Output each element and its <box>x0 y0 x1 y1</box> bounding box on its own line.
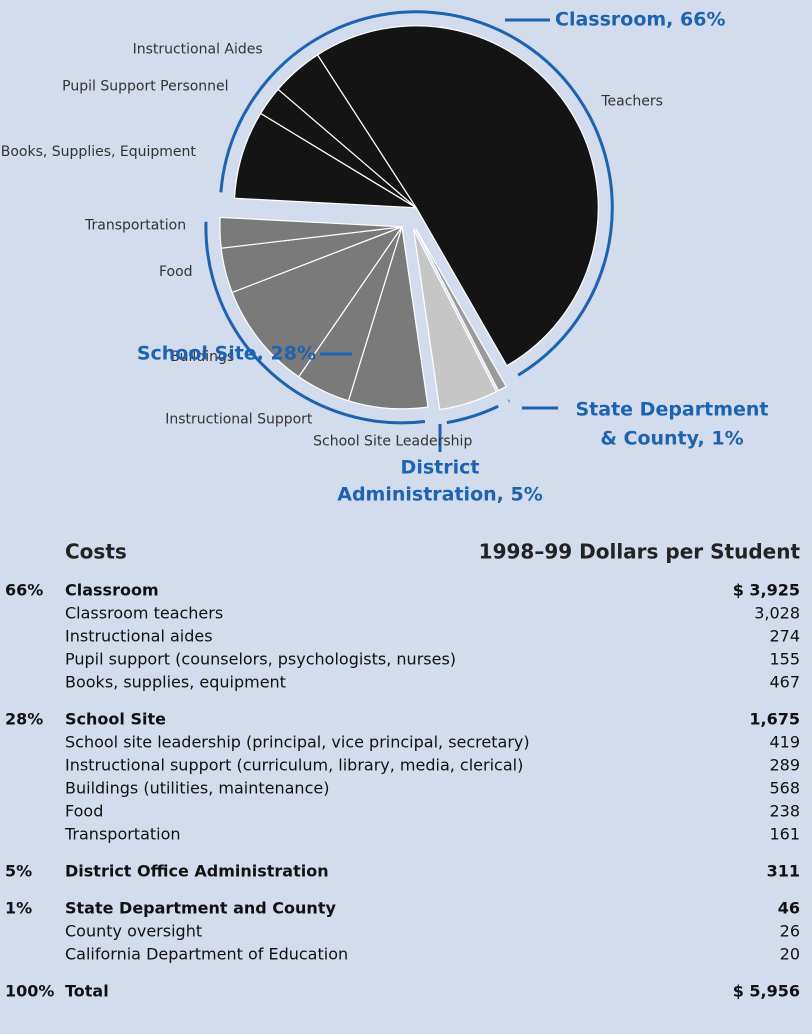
item-amount: 26 <box>780 922 800 941</box>
section-percent: 28% <box>5 710 43 729</box>
group-arc <box>204 221 426 425</box>
group-arc <box>219 10 614 377</box>
slice-label: Teachers <box>600 94 663 110</box>
item-name: Books, supplies, equipment <box>65 673 286 692</box>
pie-slice <box>219 216 402 249</box>
slice-label: Buildings <box>170 349 234 365</box>
item-amount: 274 <box>769 627 800 646</box>
item-name: Transportation <box>64 825 181 844</box>
group-label: & County, 1% <box>600 428 743 450</box>
item-amount: 161 <box>769 825 800 844</box>
section-name: District Office Administration <box>65 862 329 881</box>
item-name: Pupil support (counselors, psychologists… <box>65 650 456 669</box>
item-name: Instructional aides <box>65 627 213 646</box>
total-amount: $ 5,956 <box>733 982 800 1001</box>
slice-label: Books, Supplies, Equipment <box>1 144 197 160</box>
item-name: Food <box>65 802 103 821</box>
item-amount: 568 <box>769 779 800 798</box>
item-name: County oversight <box>65 922 202 941</box>
section-amount: 311 <box>767 862 800 881</box>
total-name: Total <box>65 982 109 1001</box>
slice-label: Pupil Support Personnel <box>62 79 228 95</box>
group-label: State Department <box>576 399 769 421</box>
section-percent: 5% <box>5 862 32 881</box>
item-amount: 20 <box>780 945 800 964</box>
group-label: Administration, 5% <box>337 484 543 506</box>
total-percent: 100% <box>5 982 54 1001</box>
item-name: California Department of Education <box>65 945 348 964</box>
item-amount: 3,028 <box>754 604 800 623</box>
item-amount: 155 <box>769 650 800 669</box>
slice-label: School Site Leadership <box>313 433 472 449</box>
group-label: Classroom, 66% <box>555 9 725 31</box>
table-header: 1998–99 Dollars per Student <box>479 540 801 564</box>
pie-slice <box>316 25 599 367</box>
section-name: Classroom <box>65 581 159 600</box>
item-amount: 467 <box>769 673 800 692</box>
item-name: Buildings (utilities, maintenance) <box>65 779 329 798</box>
section-percent: 1% <box>5 899 32 918</box>
pie-slice <box>231 225 404 378</box>
group-label: District <box>401 457 480 479</box>
slice-label: Food <box>159 264 193 280</box>
item-amount: 238 <box>769 802 800 821</box>
section-name: School Site <box>65 710 166 729</box>
slice-label: Instructional Support <box>165 412 313 428</box>
item-amount: 419 <box>769 733 800 752</box>
section-amount: 1,675 <box>749 710 800 729</box>
section-amount: 46 <box>778 899 800 918</box>
pie-slice <box>415 228 508 392</box>
item-name: School site leadership (principal, vice … <box>65 733 530 752</box>
section-percent: 66% <box>5 581 43 600</box>
slice-label: Transportation <box>84 217 186 233</box>
group-label: School Site, 28% <box>137 343 316 365</box>
section-amount: $ 3,925 <box>733 581 800 600</box>
section-name: State Department and County <box>65 899 336 918</box>
item-name: Classroom teachers <box>65 604 223 623</box>
group-arc <box>446 404 499 425</box>
slice-label: Instructional Aides <box>133 41 263 57</box>
item-amount: 289 <box>769 756 800 775</box>
pie-slice <box>413 229 498 411</box>
item-name: Instructional support (curriculum, libra… <box>65 756 523 775</box>
table-header: Costs <box>65 540 127 564</box>
